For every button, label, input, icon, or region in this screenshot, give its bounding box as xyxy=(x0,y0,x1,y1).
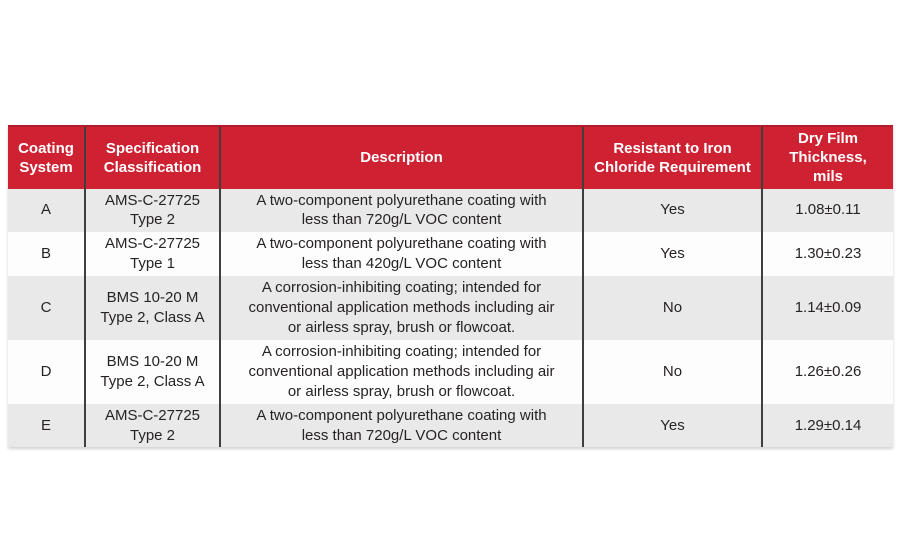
cell-spec-classification: BMS 10-20 M Type 2, Class A xyxy=(84,275,220,340)
cell-spec-classification: AMS-C-27725 Type 1 xyxy=(84,232,220,276)
cell-resistant: Yes xyxy=(582,232,762,276)
cell-resistant: No xyxy=(582,339,762,404)
coating-systems-table-wrap: Coating System Specification Classificat… xyxy=(8,125,893,448)
cell-coating-system: D xyxy=(8,339,85,404)
table-row-a: A AMS-C-27725 Type 2 A two-component pol… xyxy=(8,188,893,233)
cell-thickness: 1.29±0.14 xyxy=(761,403,893,448)
cell-coating-system: B xyxy=(8,232,85,276)
cell-thickness: 1.26±0.26 xyxy=(761,339,893,404)
cell-coating-system: E xyxy=(8,403,85,448)
column-header-description: Description xyxy=(219,125,583,189)
cell-spec-classification: BMS 10-20 M Type 2, Class A xyxy=(84,339,220,404)
column-header-coating-system: Coating System xyxy=(8,125,85,189)
cell-spec-classification: AMS-C-27725 Type 2 xyxy=(84,188,220,233)
table-row-e: E AMS-C-27725 Type 2 A two-component pol… xyxy=(8,403,893,448)
cell-resistant: Yes xyxy=(582,188,762,233)
table-row-b: B AMS-C-27725 Type 1 A two-component pol… xyxy=(8,232,893,276)
cell-description: A two-component polyurethane coating wit… xyxy=(219,188,583,233)
column-header-resistant-to-iron-chloride: Resistant to Iron Chloride Requirement xyxy=(582,125,762,189)
coating-systems-table: Coating System Specification Classificat… xyxy=(8,125,893,448)
cell-description: A two-component polyurethane coating wit… xyxy=(219,403,583,448)
cell-description: A two-component polyurethane coating wit… xyxy=(219,232,583,276)
cell-resistant: No xyxy=(582,275,762,340)
cell-description: A corrosion-inhibiting coating; intended… xyxy=(219,339,583,404)
cell-coating-system: C xyxy=(8,275,85,340)
cell-description: A corrosion-inhibiting coating; intended… xyxy=(219,275,583,340)
column-header-dry-film-thickness: Dry Film Thickness, mils xyxy=(761,125,893,189)
column-header-specification-classification: Specification Classification xyxy=(84,125,220,189)
table-row-d: D BMS 10-20 M Type 2, Class A A corrosio… xyxy=(8,339,893,404)
cell-coating-system: A xyxy=(8,188,85,233)
table-header: Coating System Specification Classificat… xyxy=(8,125,893,189)
table-row-c: C BMS 10-20 M Type 2, Class A A corrosio… xyxy=(8,275,893,340)
cell-thickness: 1.14±0.09 xyxy=(761,275,893,340)
cell-thickness: 1.30±0.23 xyxy=(761,232,893,276)
cell-resistant: Yes xyxy=(582,403,762,448)
table-body: A AMS-C-27725 Type 2 A two-component pol… xyxy=(8,188,893,448)
cell-thickness: 1.08±0.11 xyxy=(761,188,893,233)
cell-spec-classification: AMS-C-27725 Type 2 xyxy=(84,403,220,448)
header-row: Coating System Specification Classificat… xyxy=(8,125,893,189)
